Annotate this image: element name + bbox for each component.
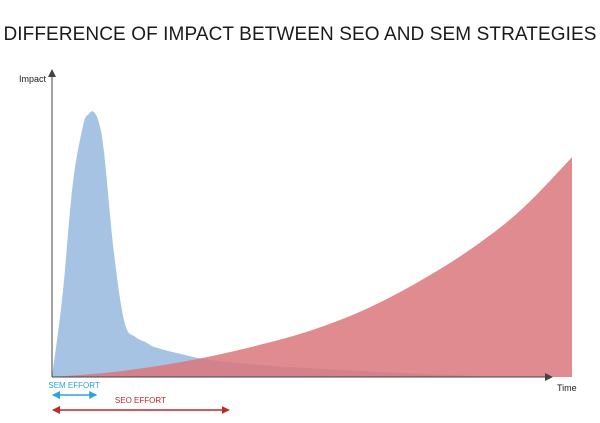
chart-title: DIFFERENCE OF IMPACT BETWEEN SEO AND SEM… <box>3 24 596 45</box>
series-areas <box>52 111 572 377</box>
series-area-1 <box>52 111 494 377</box>
effort-label-1: SEM EFFORT <box>48 381 100 390</box>
y-axis-label: Impact <box>19 74 47 84</box>
x-axis-label: Time <box>557 383 577 393</box>
effort-annotations: SEM EFFORT SEO EFFORT <box>48 381 230 414</box>
effort-label-2: SEO EFFORT <box>115 396 166 405</box>
series-area-2 <box>52 157 572 377</box>
